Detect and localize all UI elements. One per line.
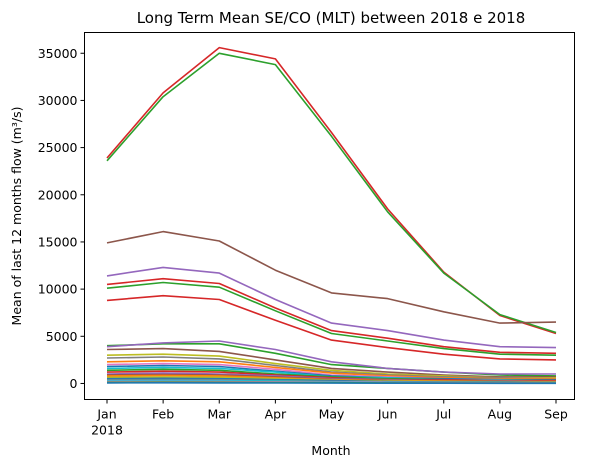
x-tick-sublabel-jan: 2018 xyxy=(91,423,123,438)
series-line-6 xyxy=(106,281,557,356)
y-tick-label-20000: 20000 xyxy=(38,187,78,202)
y-tick-label-15000: 15000 xyxy=(38,234,78,249)
y-tick-label-30000: 30000 xyxy=(38,93,78,108)
series-line-28 xyxy=(106,381,556,385)
x-tick-label-sep: Sep xyxy=(544,407,568,422)
series-line-1 xyxy=(106,46,557,335)
series-line-3 xyxy=(106,230,557,324)
y-tick-label-35000: 35000 xyxy=(38,46,78,61)
series-line-4 xyxy=(106,266,557,349)
x-tick-label-mar: Mar xyxy=(207,407,231,422)
series-line-10 xyxy=(106,347,556,378)
x-tick-label-may: May xyxy=(319,407,345,422)
plot-area-frame xyxy=(84,32,575,400)
x-tick-label-jul: Jul xyxy=(435,407,451,422)
y-axis-title: Mean of last 12 months flow (m³/s) xyxy=(9,107,24,326)
x-tick-label-apr: Apr xyxy=(265,407,287,422)
x-tick-label-jan: Jan xyxy=(96,407,116,422)
series-layer xyxy=(106,46,557,385)
y-tick-label-10000: 10000 xyxy=(38,282,78,297)
x-axis-title: Month xyxy=(311,443,350,458)
x-tick-label-jun: Jun xyxy=(377,407,398,422)
chart-title: Long Term Mean SE/CO (MLT) between 2018 … xyxy=(137,9,526,27)
x-tick-label-aug: Aug xyxy=(488,407,512,422)
y-axis: 0 5000 10000 15000 20000 25000 30000 35000 xyxy=(38,46,85,391)
y-tick-label-25000: 25000 xyxy=(38,140,78,155)
series-line-12 xyxy=(106,356,557,380)
y-tick-label-0: 0 xyxy=(70,376,78,391)
series-line-9 xyxy=(106,340,556,375)
y-tick-label-5000: 5000 xyxy=(46,329,78,344)
series-line-13 xyxy=(106,359,556,380)
x-tick-label-feb: Feb xyxy=(152,407,174,422)
series-line-5 xyxy=(106,277,557,355)
series-line-7 xyxy=(106,294,557,361)
series-line-2 xyxy=(106,52,557,334)
